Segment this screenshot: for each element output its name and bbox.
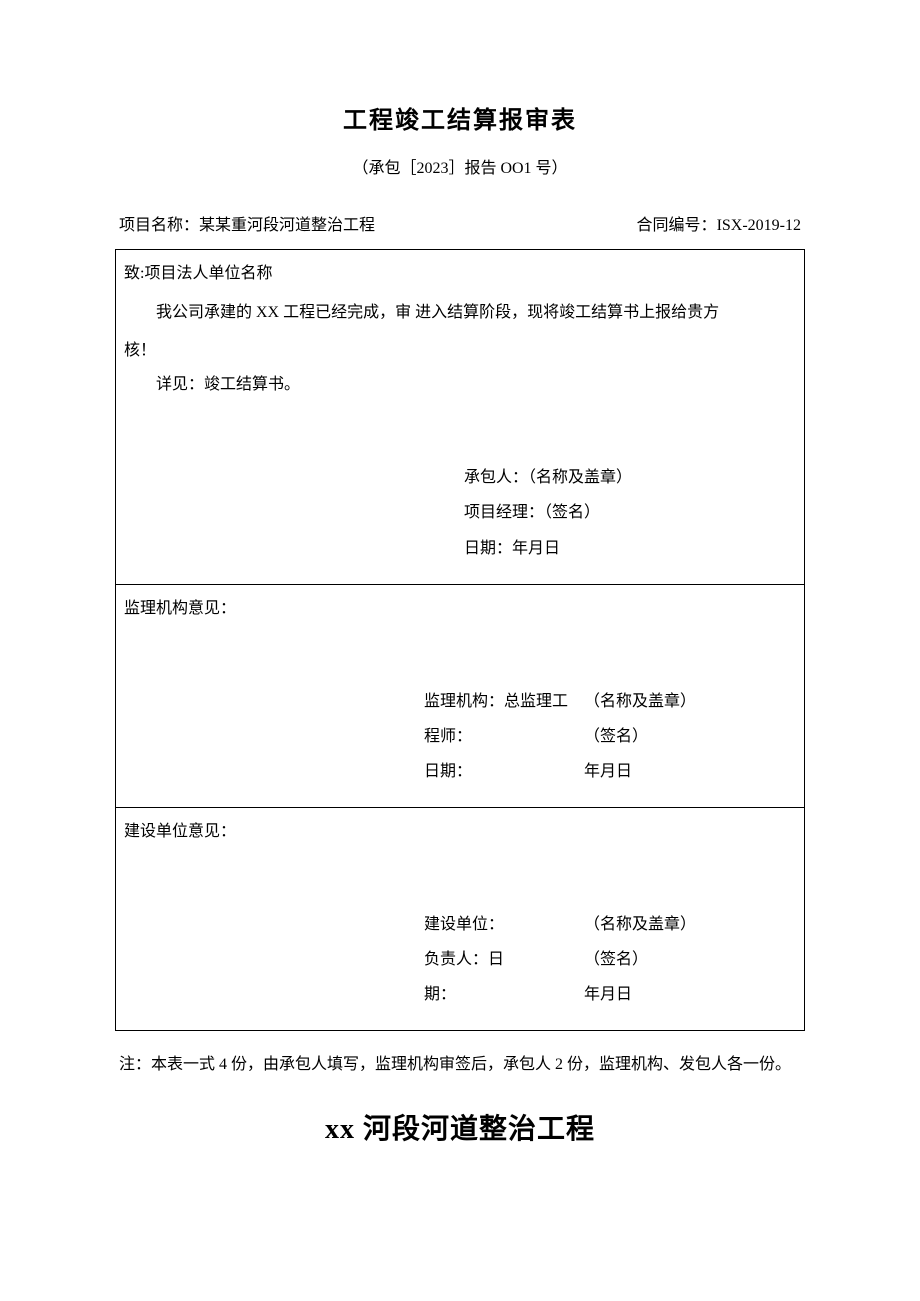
owner-name-seal: （名称及盖章） (584, 907, 696, 942)
supervisor-date: 年月日 (584, 754, 696, 789)
contractor-name-seal: 承包人：（名称及盖章） (464, 460, 796, 495)
project-name: 项目名称：某某重河段河道整治工程 (119, 212, 375, 241)
supervisor-date-label: 日期： (424, 754, 584, 789)
supervisor-sign: （签名） (584, 719, 696, 754)
footer-title: xx 河段河道整治工程 (115, 1105, 805, 1155)
project-label: 项目名称： (119, 217, 199, 234)
header-row: 项目名称：某某重河段河道整治工程 合同编号：ISX-2019-12 (115, 212, 805, 241)
supervisor-signature-block: 监理机构：总监理工 程师： 日期： （名称及盖章） （签名） 年月日 (424, 684, 796, 790)
owner-date-label: 期： (424, 977, 584, 1012)
supervisor-opinion-label: 监理机构意见： (124, 595, 796, 624)
supervisor-org-label: 监理机构：总监理工 (424, 684, 584, 719)
owner-unit-label: 建设单位： (424, 907, 584, 942)
addressee: 致:项目法人单位名称 (124, 260, 796, 289)
contractor-date: 日期：年月日 (464, 531, 796, 566)
detail-reference: 详见：竣工结算书。 (124, 371, 796, 400)
project-manager-sign: 项目经理：（签名） (464, 495, 796, 530)
document-subtitle: （承包［2023］报告 OO1 号） (115, 155, 805, 184)
owner-section: 建设单位意见： 建设单位： 负责人：日 期： （名称及盖章） （签名） 年月日 (116, 808, 804, 1030)
owner-signature-block: 建设单位： 负责人：日 期： （名称及盖章） （签名） 年月日 (424, 907, 796, 1013)
supervisor-section: 监理机构意见： 监理机构：总监理工 程师： 日期： （名称及盖章） （签名） 年… (116, 585, 804, 808)
contract-label: 合同编号： (637, 217, 717, 234)
footnote: 注：本表一式 4 份，由承包人填写，监理机构审签后，承包人 2 份，监理机构、发… (115, 1049, 805, 1081)
contractor-signature-block: 承包人：（名称及盖章） 项目经理：（签名） 日期：年月日 (464, 460, 796, 566)
owner-opinion-label: 建设单位意见： (124, 818, 796, 847)
body-line-2: 核！ (124, 337, 796, 366)
contract-number-value: ISX-2019-12 (717, 217, 801, 234)
contractor-section: 致:项目法人单位名称 我公司承建的 XX 工程已经完成，审 进入结算阶段，现将竣… (116, 250, 804, 585)
owner-date: 年月日 (584, 977, 696, 1012)
contract-number: 合同编号：ISX-2019-12 (637, 212, 801, 241)
chief-supervisor-label: 程师： (424, 719, 584, 754)
project-name-value: 某某重河段河道整治工程 (199, 217, 375, 234)
supervisor-name-seal: （名称及盖章） (584, 684, 696, 719)
owner-responsible-label: 负责人：日 (424, 942, 584, 977)
owner-sign: （签名） (584, 942, 696, 977)
form-box: 致:项目法人单位名称 我公司承建的 XX 工程已经完成，审 进入结算阶段，现将竣… (115, 249, 805, 1032)
body-line-1: 我公司承建的 XX 工程已经完成，审 进入结算阶段，现将竣工结算书上报给贵方 (124, 297, 796, 329)
document-title: 工程竣工结算报审表 (115, 100, 805, 143)
